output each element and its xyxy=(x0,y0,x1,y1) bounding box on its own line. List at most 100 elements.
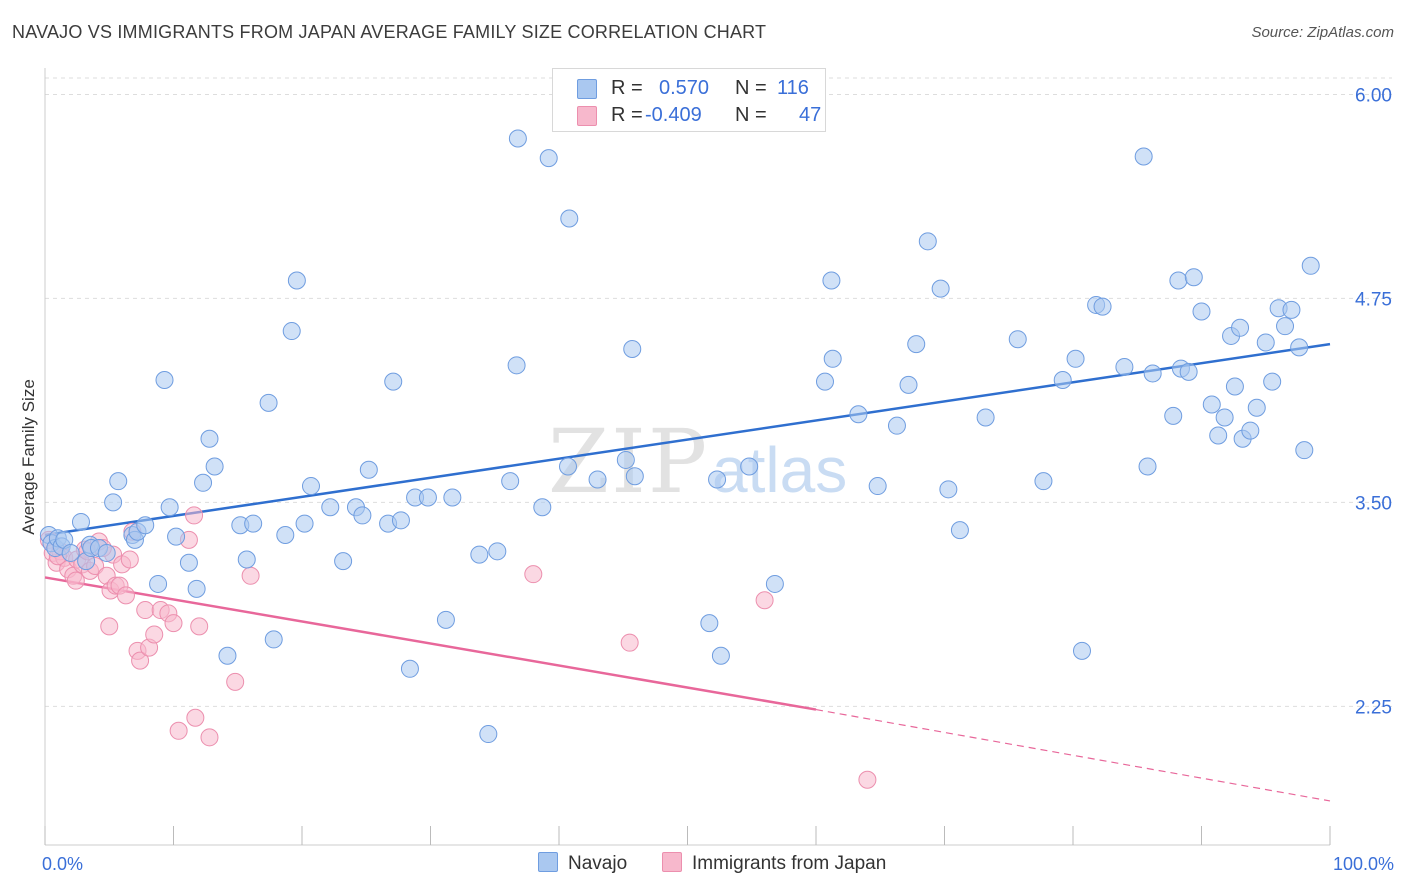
x-tick-label-max: 100.0% xyxy=(1333,854,1394,874)
japan-point xyxy=(524,565,543,584)
navajo-point xyxy=(1263,372,1282,391)
japan-point xyxy=(186,708,205,727)
navajo-swatch xyxy=(577,79,597,99)
navajo-point xyxy=(1093,297,1112,316)
navajo-point xyxy=(264,630,283,649)
n-label: N = xyxy=(735,77,767,99)
navajo-trend-line xyxy=(44,342,1331,537)
navajo-point xyxy=(625,467,644,486)
navajo-point xyxy=(97,543,116,562)
japan-point xyxy=(145,625,164,644)
navajo-point xyxy=(539,149,558,168)
japan-point xyxy=(200,728,219,747)
japan-point xyxy=(226,672,245,691)
navajo-point xyxy=(868,477,887,496)
navajo-point xyxy=(1008,330,1027,349)
navajo-point xyxy=(560,209,579,228)
navajo-point xyxy=(334,552,353,571)
navajo-point xyxy=(160,498,179,517)
navajo-point xyxy=(1225,377,1244,396)
navajo-point xyxy=(708,470,727,489)
navajo-point xyxy=(823,349,842,368)
n-value: 47 xyxy=(799,104,822,126)
navajo-point xyxy=(1290,338,1309,357)
navajo-point xyxy=(1169,271,1188,290)
japan-point xyxy=(620,633,639,652)
navajo-point xyxy=(1295,441,1314,460)
bottom-legend-navajo: Navajo xyxy=(538,852,627,875)
navajo-point xyxy=(187,579,206,598)
navajo-point xyxy=(109,472,128,491)
japan-point xyxy=(185,506,204,525)
r-label: R = xyxy=(611,77,643,99)
navajo-point xyxy=(588,470,607,489)
r-value: 0.570 xyxy=(659,77,710,99)
navajo-point xyxy=(1231,318,1250,337)
navajo-point xyxy=(321,498,340,517)
axes xyxy=(44,68,1331,846)
navajo-point xyxy=(1301,256,1320,275)
navajo-point xyxy=(200,429,219,448)
navajo-point xyxy=(179,553,198,572)
navajo-point xyxy=(740,457,759,476)
axis-labels: 2.25 3.50 4.75 6.00 0.0% 100.0% Average Family… xyxy=(19,85,1394,874)
n-value: 116 xyxy=(777,77,809,99)
navajo-point xyxy=(907,335,926,354)
japan-point xyxy=(164,614,183,633)
navajo-point xyxy=(400,659,419,678)
japan-point xyxy=(169,721,188,740)
navajo-point xyxy=(1256,333,1275,352)
japan-trend-line xyxy=(44,576,817,711)
navajo-point xyxy=(470,545,489,564)
navajo-point xyxy=(237,550,256,569)
navajo-point xyxy=(507,356,526,375)
japan-swatch xyxy=(662,852,682,872)
japan-points xyxy=(39,506,877,789)
navajo-point xyxy=(1282,300,1301,319)
navajo-point xyxy=(1276,317,1295,336)
correlation-legend: R = 0.570 N = 116 R = -0.409 N = 47 xyxy=(552,68,826,132)
navajo-point xyxy=(1115,357,1134,376)
japan-point xyxy=(66,571,85,590)
navajo-point xyxy=(287,271,306,290)
navajo-point xyxy=(1192,302,1211,321)
navajo-point xyxy=(1164,406,1183,425)
japan-point xyxy=(116,586,135,605)
navajo-point xyxy=(276,526,295,544)
japan-point xyxy=(120,550,139,569)
navajo-point xyxy=(887,416,906,435)
navajo-point xyxy=(391,511,410,530)
navajo-point xyxy=(218,646,237,665)
y-tick-label: 2.25 xyxy=(1355,697,1392,718)
navajo-point xyxy=(71,512,90,531)
navajo-point xyxy=(1247,398,1266,417)
navajo-point xyxy=(244,514,263,533)
navajo-point xyxy=(1138,457,1157,476)
navajo-point xyxy=(104,493,123,512)
navajo-point xyxy=(443,488,462,507)
navajo-point xyxy=(931,279,950,298)
bottom-legend-navajo-label: Navajo xyxy=(568,853,628,874)
navajo-point xyxy=(616,450,635,469)
navajo-point xyxy=(533,498,552,517)
navajo-point xyxy=(1143,364,1162,383)
navajo-point xyxy=(1072,641,1091,660)
navajo-point xyxy=(205,457,224,476)
japan-point xyxy=(755,591,774,610)
navajo-point xyxy=(899,375,918,394)
navajo-point xyxy=(479,725,498,744)
navajo-point xyxy=(1202,395,1221,414)
navajo-point xyxy=(295,514,314,533)
watermark-atlas: atlas xyxy=(712,434,847,506)
navajo-point xyxy=(282,322,301,341)
y-tick-label: 6.00 xyxy=(1355,85,1392,106)
navajo-point xyxy=(155,371,174,389)
y-tick-label: 3.50 xyxy=(1355,493,1392,514)
navajo-point xyxy=(822,271,841,290)
navajo-point xyxy=(508,129,527,148)
navajo-point xyxy=(488,542,507,561)
japan-point xyxy=(241,566,260,585)
x-tick-label-min: 0.0% xyxy=(42,854,83,874)
navajo-point xyxy=(1215,408,1234,427)
